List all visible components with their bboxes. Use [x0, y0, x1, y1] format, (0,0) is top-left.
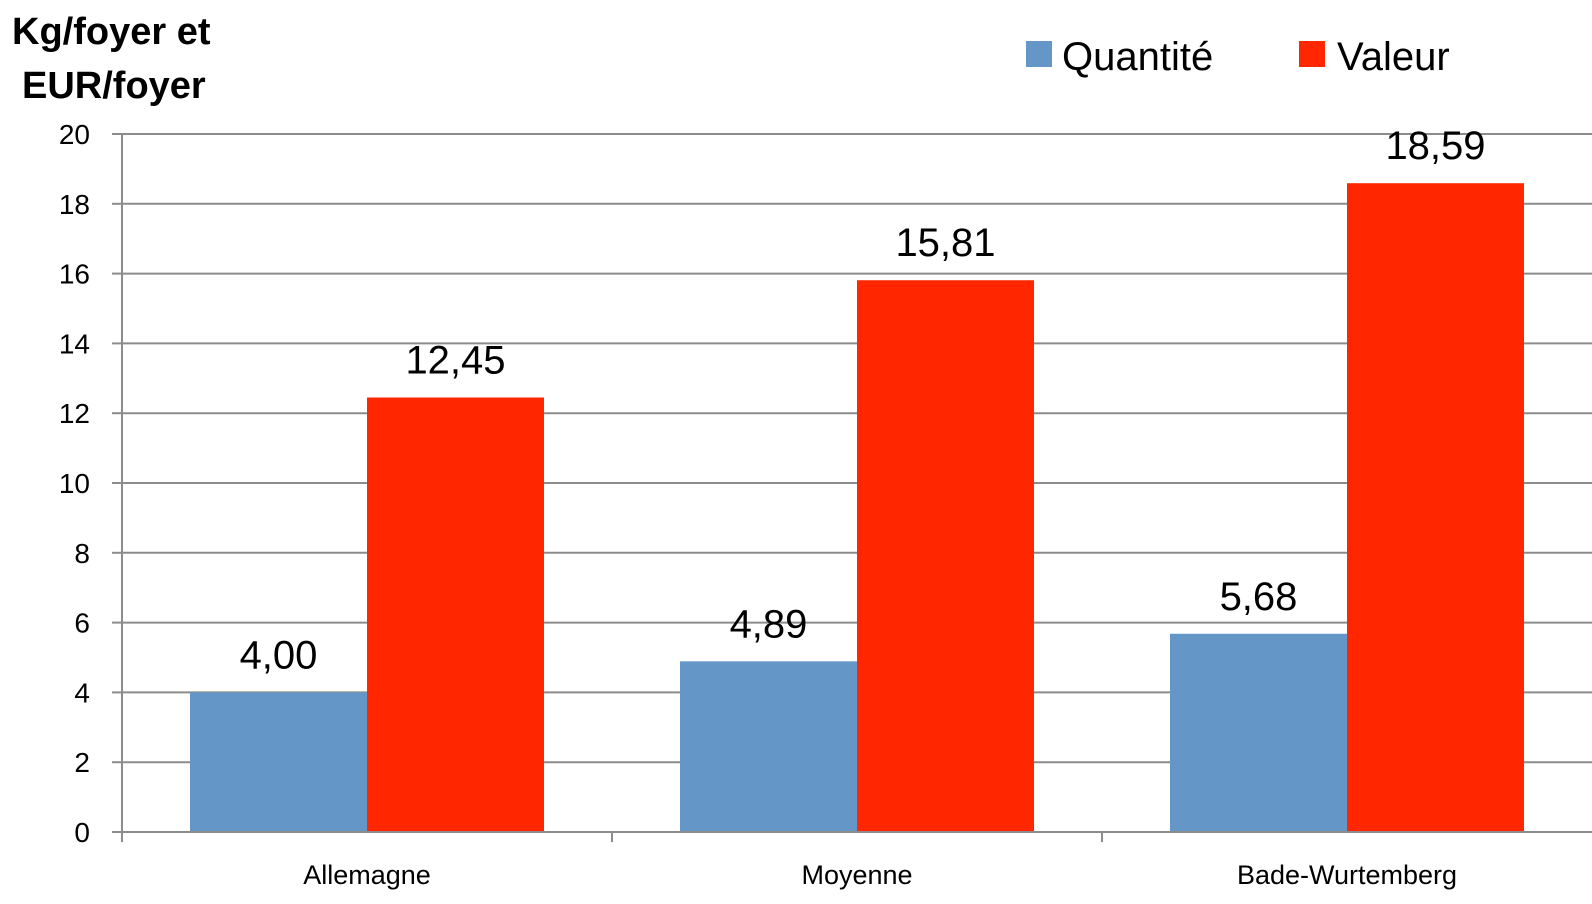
y-tick-label: 10	[59, 468, 90, 499]
data-label: 15,81	[895, 221, 995, 265]
y-tick-label: 0	[74, 817, 90, 848]
y-tick-label: 8	[74, 538, 90, 569]
category-label: Bade-Wurtemberg	[1237, 860, 1457, 890]
legend-label-valeur: Valeur	[1337, 35, 1450, 79]
bar-quantite	[680, 661, 857, 832]
category-label: Allemagne	[303, 860, 431, 890]
category-labels: Allemagne Moyenne Bade-Wurtemberg	[303, 860, 1457, 890]
category-label: Moyenne	[801, 860, 912, 890]
y-axis-label-line-2: EUR/foyer	[22, 65, 206, 107]
y-tick-label: 18	[59, 189, 90, 220]
y-axis-ticks: 0 2 4 6 8 10 12 14 16 18 20	[59, 119, 122, 848]
legend-label-quantite: Quantité	[1062, 35, 1213, 79]
y-tick-label: 6	[74, 608, 90, 639]
bar-valeur	[367, 397, 544, 832]
bar-quantite	[1170, 634, 1347, 832]
data-label: 5,68	[1220, 575, 1298, 619]
legend-swatch-valeur	[1299, 41, 1325, 67]
y-tick-label: 14	[59, 328, 90, 359]
legend-swatch-quantite	[1026, 41, 1052, 67]
data-label: 18,59	[1385, 124, 1485, 168]
data-label: 4,00	[240, 633, 318, 677]
y-axis-label-line-1: Kg/foyer et	[12, 11, 211, 53]
bars	[190, 183, 1524, 832]
y-tick-label: 16	[59, 259, 90, 290]
y-tick-label: 20	[59, 119, 90, 150]
bar-quantite	[190, 692, 367, 832]
y-tick-label: 12	[59, 398, 90, 429]
y-tick-label: 4	[74, 677, 90, 708]
y-tick-label: 2	[74, 747, 90, 778]
data-label: 12,45	[405, 338, 505, 382]
legend: Quantité Valeur	[1026, 35, 1450, 79]
data-label: 4,89	[730, 602, 808, 646]
bar-valeur	[1347, 183, 1524, 832]
bar-valeur	[857, 280, 1034, 832]
